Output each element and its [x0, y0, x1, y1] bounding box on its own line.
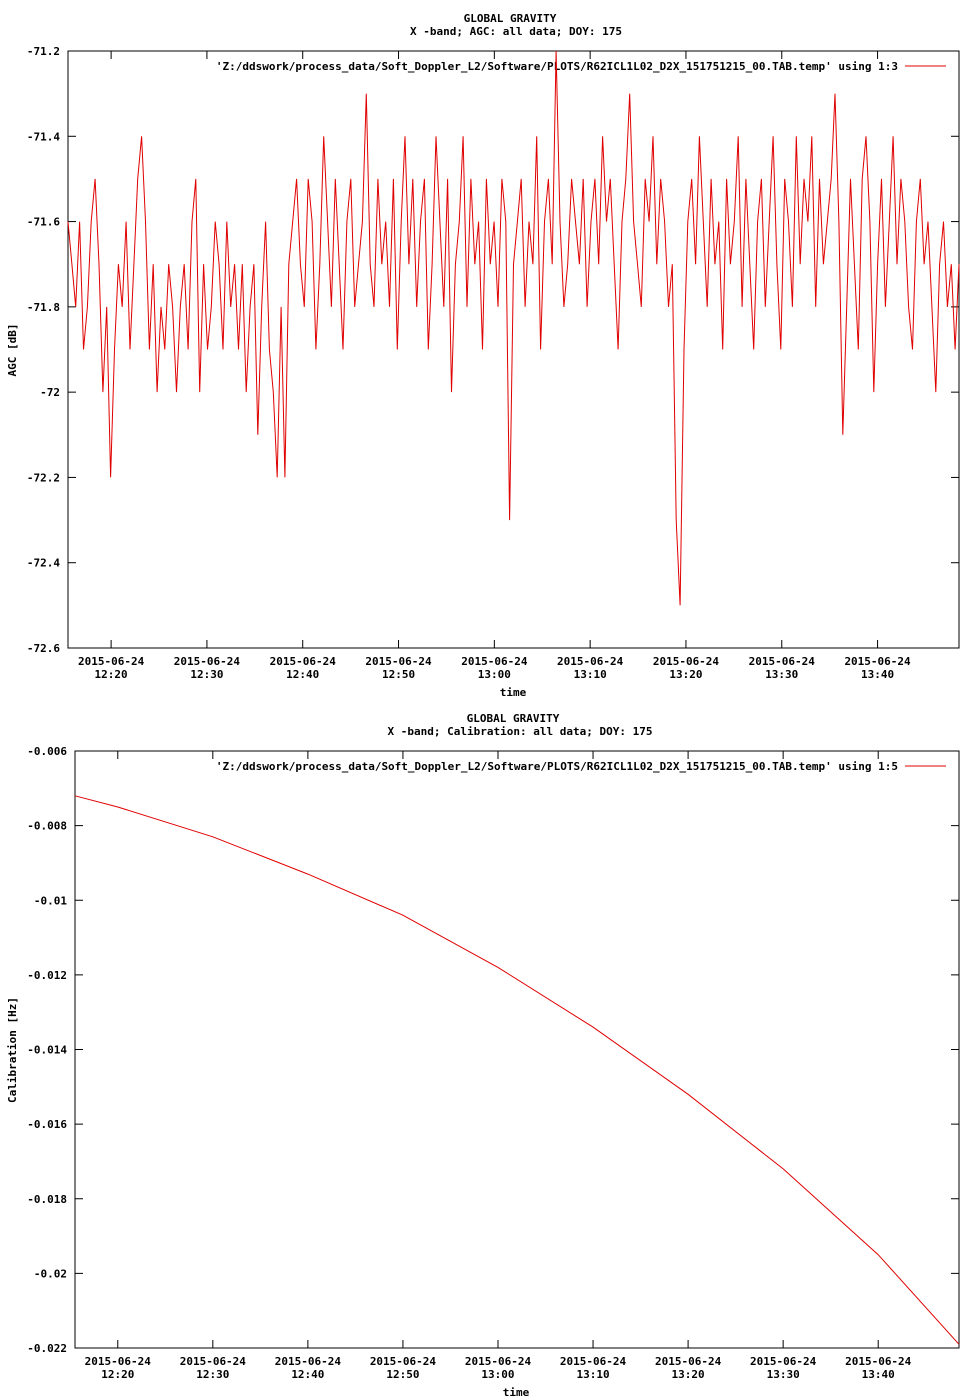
x-tick-time: 12:50	[386, 1368, 419, 1381]
y-tick-label: -72.2	[27, 471, 60, 484]
y-tick-label: -0.012	[27, 969, 67, 982]
y-tick-label: -0.014	[27, 1044, 67, 1057]
x-tick-time: 12:40	[286, 668, 319, 681]
agc-chart: GLOBAL GRAVITY X -band; AGC: all data; D…	[6, 12, 960, 699]
x-tick-time: 13:20	[672, 1368, 705, 1381]
x-tick-time: 13:00	[478, 668, 511, 681]
legend: 'Z:/ddswork/process_data/Soft_Doppler_L2…	[216, 60, 946, 73]
legend: 'Z:/ddswork/process_data/Soft_Doppler_L2…	[216, 760, 946, 773]
y-tick-label: -71.8	[27, 301, 60, 314]
y-tick-label: -71.4	[27, 130, 60, 143]
y-axis-label: AGC [dB]	[6, 324, 19, 377]
chart-title: GLOBAL GRAVITY	[467, 712, 560, 725]
plot-frame	[67, 50, 960, 649]
x-tick-date: 2015-06-24	[365, 655, 432, 668]
x-tick-date: 2015-06-24	[750, 1355, 817, 1368]
chart-title: GLOBAL GRAVITY	[464, 12, 557, 25]
x-tick-time: 12:20	[95, 668, 128, 681]
y-tick-label: -72	[40, 386, 60, 399]
plot-frame	[74, 750, 960, 1349]
y-tick-label: -72.6	[27, 642, 60, 655]
calibration-series-line	[74, 795, 960, 1345]
x-tick-time: 13:40	[862, 1368, 895, 1381]
agc-series-line	[67, 50, 960, 606]
x-tick-date: 2015-06-24	[78, 655, 145, 668]
y-tick-label: -0.022	[27, 1342, 67, 1355]
y-ticks: -0.006 -0.008 -0.01 -0.012 -0.014 -0.016 -0.01…	[27, 745, 959, 1355]
x-tick-time: 12:30	[196, 1368, 229, 1381]
legend-label: 'Z:/ddswork/process_data/Soft_Doppler_L2…	[216, 760, 898, 773]
y-tick-label: -71.2	[27, 45, 60, 58]
x-tick-time: 13:40	[861, 668, 894, 681]
x-tick-time: 12:40	[291, 1368, 324, 1381]
y-tick-label: -0.006	[27, 745, 67, 758]
x-tick-time: 13:10	[574, 668, 607, 681]
x-tick-date: 2015-06-24	[557, 655, 624, 668]
x-tick-date: 2015-06-24	[844, 655, 911, 668]
x-tick-date: 2015-06-24	[275, 1355, 342, 1368]
x-tick-date: 2015-06-24	[461, 655, 528, 668]
calibration-chart: GLOBAL GRAVITY X -band; Calibration: all…	[6, 712, 960, 1399]
x-tick-date: 2015-06-24	[180, 1355, 247, 1368]
x-tick-date: 2015-06-24	[845, 1355, 912, 1368]
y-tick-label: -0.01	[34, 894, 67, 907]
y-tick-label: -72.4	[27, 557, 60, 570]
x-tick-time: 12:20	[101, 1368, 134, 1381]
x-tick-time: 13:30	[767, 1368, 800, 1381]
y-tick-label: -0.008	[27, 820, 67, 833]
y-tick-label: -0.016	[27, 1118, 67, 1131]
x-axis-label: time	[500, 686, 527, 699]
y-axis-label: Calibration [Hz]	[6, 997, 19, 1103]
x-tick-date: 2015-06-24	[653, 655, 720, 668]
x-axis-label: time	[503, 1386, 530, 1399]
x-ticks: 2015-06-2412:202015-06-2412:302015-06-24…	[78, 51, 911, 681]
x-tick-date: 2015-06-24	[174, 655, 241, 668]
chart-subtitle: X -band; Calibration: all data; DOY: 175	[388, 725, 653, 738]
x-tick-date: 2015-06-24	[465, 1355, 532, 1368]
x-tick-time: 12:30	[190, 668, 223, 681]
x-tick-date: 2015-06-24	[655, 1355, 722, 1368]
x-tick-date: 2015-06-24	[370, 1355, 437, 1368]
y-tick-label: -0.018	[27, 1193, 67, 1206]
x-tick-time: 13:30	[765, 668, 798, 681]
y-ticks: -71.2 -71.4 -71.6 -71.8 -72 -72.2 -72.4 -72.6	[27, 45, 959, 655]
x-tick-date: 2015-06-24	[749, 655, 816, 668]
y-tick-label: -0.02	[34, 1267, 67, 1280]
chart-subtitle: X -band; AGC: all data; DOY: 175	[410, 25, 622, 38]
x-tick-time: 13:20	[669, 668, 702, 681]
x-ticks: 2015-06-2412:202015-06-2412:302015-06-24…	[85, 751, 912, 1381]
x-tick-time: 13:00	[481, 1368, 514, 1381]
x-tick-time: 13:10	[576, 1368, 609, 1381]
x-tick-time: 12:50	[382, 668, 415, 681]
x-tick-date: 2015-06-24	[85, 1355, 152, 1368]
x-tick-date: 2015-06-24	[560, 1355, 627, 1368]
x-tick-date: 2015-06-24	[270, 655, 337, 668]
y-tick-label: -71.6	[27, 216, 60, 229]
